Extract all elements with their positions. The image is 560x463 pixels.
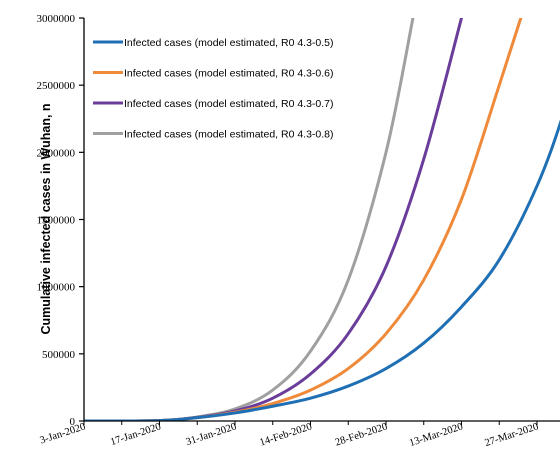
y-tick-layer: 0 500000 1000000 1500000 2000000 2500000 30000… — [37, 13, 84, 428]
legend-entry-1: Infected cases (model estimated, R0 4.3-… — [124, 37, 334, 49]
x-tick-label: 17-Jan-2020 — [109, 421, 162, 448]
y-axis-label: Cumulative infected cases in Wuhan, n — [39, 103, 53, 334]
legend-entry-4: Infected cases (model estimated, R0 4.3-… — [124, 129, 334, 141]
legend: Infected cases (model estimated, R0 4.3-… — [93, 37, 334, 141]
y-tick-label: 1500000 — [37, 215, 76, 227]
y-tick-label: 1000000 — [37, 282, 76, 294]
x-tick-layer: 3-Jan-2020 17-Jan-2020 31-Jan-2020 14-Feb-2… — [39, 421, 540, 449]
series-layer — [84, 18, 560, 421]
legend-entry-2: Infected cases (model estimated, R0 4.3-… — [124, 68, 334, 80]
x-tick-label: 14-Feb-2020 — [258, 421, 313, 448]
y-tick-label: 500000 — [42, 349, 76, 361]
x-tick-label: 27-Mar-2020 — [483, 421, 539, 449]
legend-entry-3: Infected cases (model estimated, R0 4.3-… — [124, 98, 334, 110]
series-line-1 — [84, 119, 560, 421]
x-tick-label: 13-Mar-2020 — [408, 421, 464, 449]
y-tick-label: 3000000 — [37, 13, 76, 25]
y-tick-label: 0 — [70, 416, 76, 428]
y-tick-label: 2000000 — [37, 147, 76, 159]
y-tick-label: 2500000 — [37, 80, 76, 92]
x-tick-label: 31-Jan-2020 — [185, 421, 238, 448]
x-tick-label: 3-Jan-2020 — [39, 421, 87, 446]
x-tick-label: 28-Feb-2020 — [334, 421, 389, 448]
